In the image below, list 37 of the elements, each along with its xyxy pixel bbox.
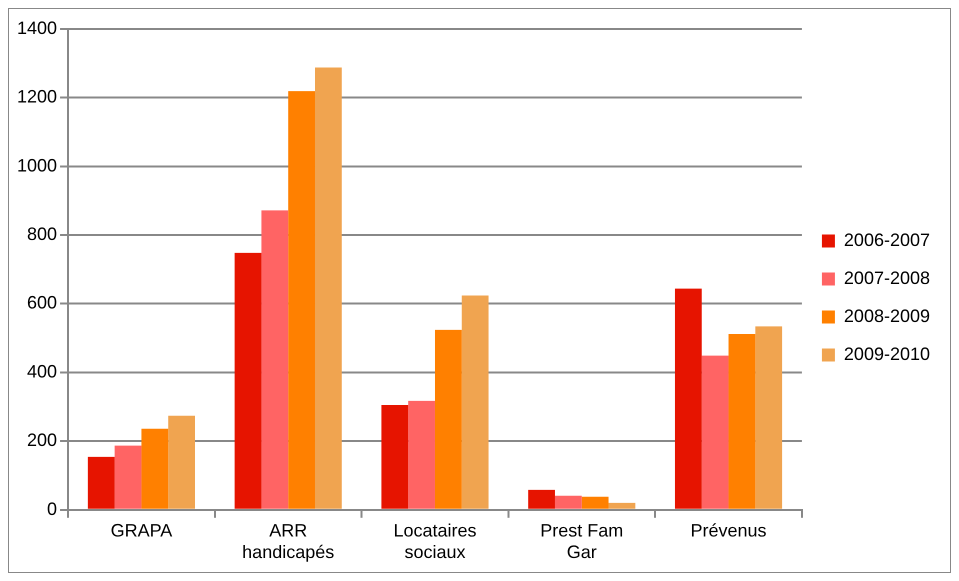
bar — [462, 296, 489, 509]
bar — [674, 288, 702, 509]
x-tick-label: ARR handicapés — [242, 520, 334, 562]
y-tick-label: 0 — [47, 498, 58, 519]
bar — [728, 334, 756, 509]
bar — [141, 428, 168, 509]
bar — [582, 496, 609, 509]
bar — [88, 456, 115, 509]
bar — [702, 356, 729, 509]
legend-label: 2006-2007 — [844, 230, 930, 250]
bar — [381, 405, 408, 509]
y-tick-label: 1400 — [16, 18, 58, 38]
bar — [288, 91, 315, 509]
y-tick-label: 400 — [26, 361, 58, 382]
bar — [608, 502, 636, 509]
bar — [114, 446, 142, 509]
x-tick-label: GRAPA — [110, 520, 172, 541]
bar — [234, 252, 262, 509]
bar — [314, 67, 342, 509]
legend-label: 2009-2010 — [844, 344, 930, 364]
legend-label: 2007-2008 — [844, 268, 930, 288]
y-tick-label: 800 — [26, 224, 58, 244]
x-tick-label: Locataires sociaux — [393, 520, 477, 562]
bar — [261, 210, 288, 509]
y-tick-label: 200 — [26, 430, 58, 450]
bar — [168, 416, 196, 509]
bar — [434, 330, 462, 509]
legend-label: 2008-2009 — [844, 306, 930, 326]
bar — [755, 326, 782, 509]
y-tick-label: 1200 — [16, 86, 58, 107]
y-tick-label: 600 — [26, 292, 58, 313]
x-tick-label: Prest Fam Gar — [540, 520, 624, 562]
x-tick-label: Prévenus — [690, 520, 767, 541]
bar — [528, 490, 555, 509]
y-tick-label: 1000 — [16, 155, 58, 176]
bar — [554, 496, 582, 509]
bar — [408, 400, 435, 509]
